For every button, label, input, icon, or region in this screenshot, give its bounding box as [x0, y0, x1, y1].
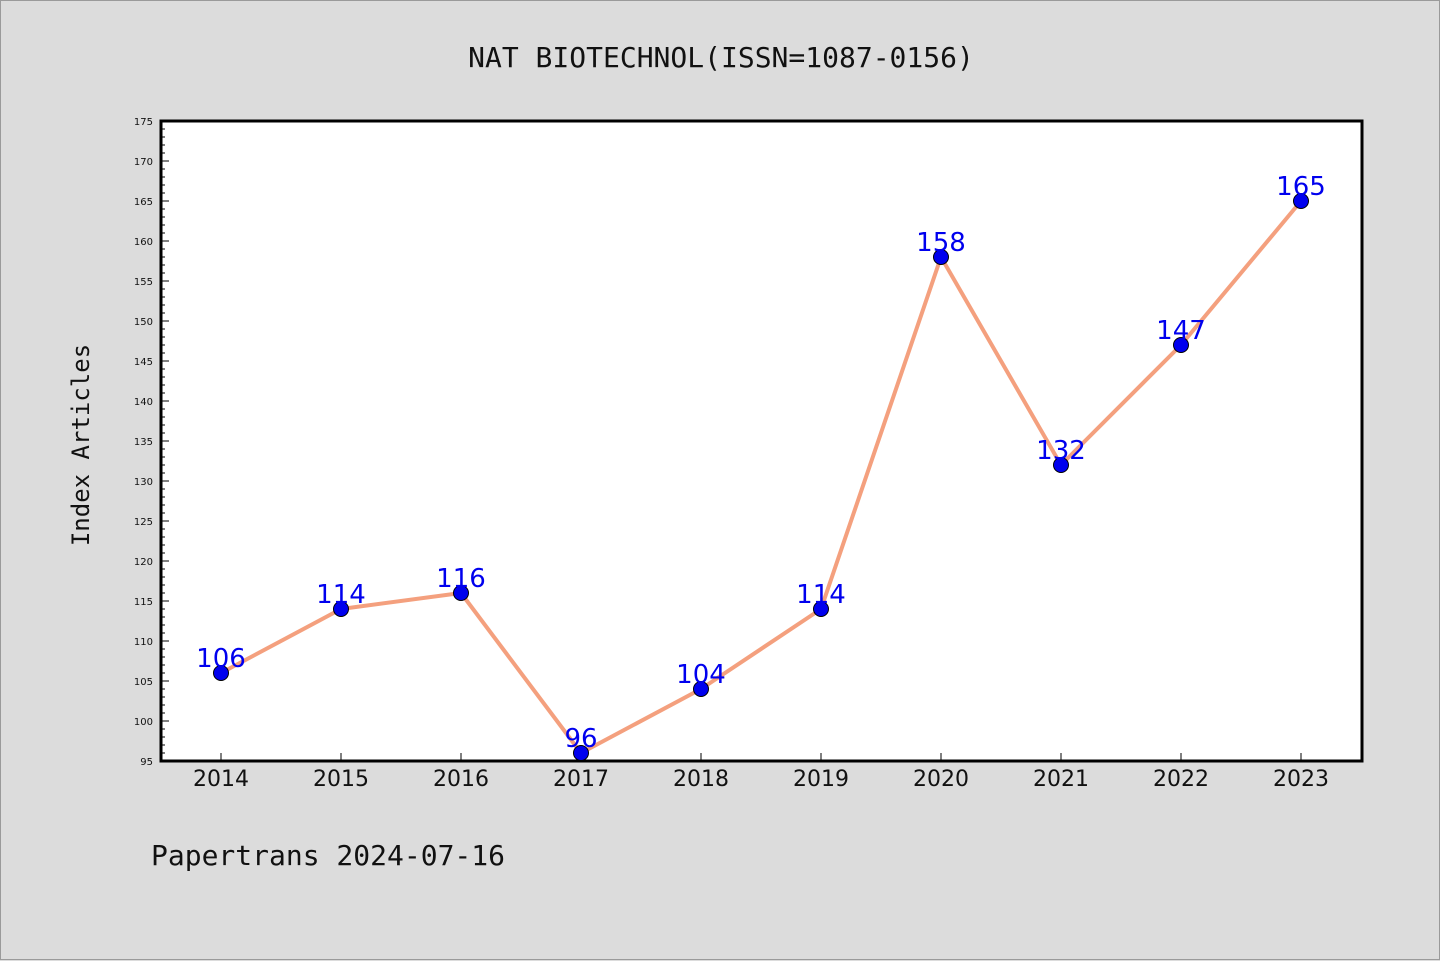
data-label: 116 — [436, 564, 486, 594]
data-label: 106 — [196, 644, 246, 674]
y-tick-label: 100 — [134, 717, 153, 728]
data-point — [933, 249, 949, 265]
series-line-group — [213, 193, 1309, 761]
y-tick-label: 105 — [134, 677, 153, 688]
data-point — [1173, 337, 1189, 353]
data-point — [1053, 457, 1069, 473]
data-point — [1293, 193, 1309, 209]
x-axis: 2014 2015 2016 2017 2018 2019 2020 2021 2022 2023 — [193, 753, 1329, 792]
y-axis-label: Index Articles — [67, 344, 95, 546]
data-label: 96 — [564, 724, 597, 754]
data-label: 165 — [1276, 172, 1326, 202]
data-label: 132 — [1036, 436, 1086, 466]
x-tick-label: 2023 — [1273, 767, 1329, 792]
series-line — [220, 199, 1303, 755]
data-point — [693, 681, 709, 697]
y-tick-label: 110 — [134, 637, 153, 648]
y-tick-label: 95 — [140, 757, 153, 768]
y-tick-label: 170 — [134, 157, 153, 168]
y-tick-label: 150 — [134, 317, 153, 328]
x-tick-label: 2014 — [193, 767, 249, 792]
x-tick-label: 2021 — [1033, 767, 1089, 792]
data-label: 147 — [1156, 316, 1206, 346]
y-tick-label: 115 — [134, 597, 153, 608]
x-tick-label: 2022 — [1153, 767, 1209, 792]
data-point — [213, 665, 229, 681]
chart-title: NAT BIOTECHNOL(ISSN=1087-0156) — [468, 41, 974, 74]
footer-credit: Papertrans 2024-07-16 — [151, 839, 505, 872]
data-label-group: 106 114 116 96 104 114 158 132 147 165 — [196, 172, 1326, 754]
y-tick-label: 160 — [134, 237, 153, 248]
y-tick-label: 120 — [134, 557, 153, 568]
y-tick-label: 155 — [134, 277, 153, 288]
y-tick-label: 145 — [134, 357, 153, 368]
y-tick-label: 135 — [134, 437, 153, 448]
x-tick-label: 2019 — [793, 767, 849, 792]
data-point — [813, 601, 829, 617]
x-tick-label: 2015 — [313, 767, 369, 792]
y-tick-label: 175 — [134, 117, 153, 128]
y-tick-label: 140 — [134, 397, 153, 408]
y-tick-label: 130 — [134, 477, 153, 488]
x-tick-label: 2017 — [553, 767, 609, 792]
data-label: 114 — [796, 580, 846, 610]
data-label: 114 — [316, 580, 366, 610]
y-axis: 95 100 105 110 115 120 125 130 135 140 145 150 155 16… — [134, 117, 169, 768]
x-tick-label: 2020 — [913, 767, 969, 792]
data-point — [333, 601, 349, 617]
plot-area — [159, 119, 1364, 763]
data-point — [453, 585, 469, 601]
x-tick-label: 2018 — [673, 767, 729, 792]
x-tick-label: 2016 — [433, 767, 489, 792]
y-tick-label: 165 — [134, 197, 153, 208]
data-label: 104 — [676, 660, 726, 690]
data-label: 158 — [916, 228, 966, 258]
y-tick-label: 125 — [134, 517, 153, 528]
data-point — [573, 745, 589, 761]
